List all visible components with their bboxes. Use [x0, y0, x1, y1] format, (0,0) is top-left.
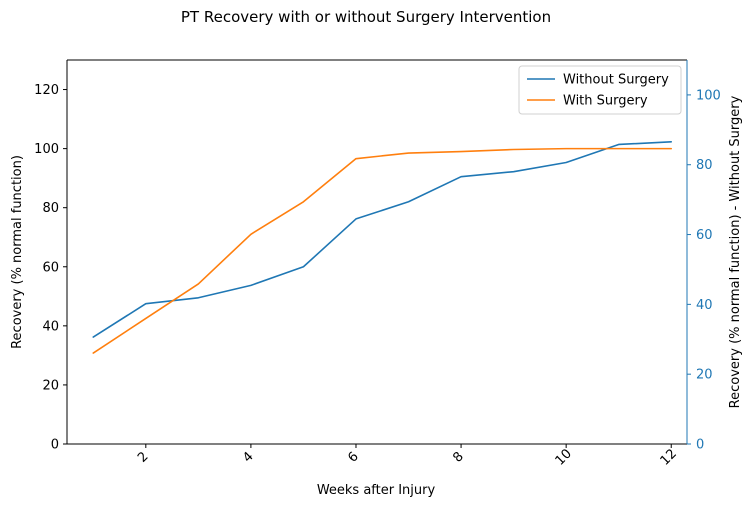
legend: Without Surgery With Surgery	[518, 65, 682, 115]
y-tick-label: 80	[42, 201, 59, 216]
x-tick-label: 10	[553, 446, 575, 468]
y2-tick-label: 80	[696, 158, 713, 173]
x-tick-label: 12	[658, 446, 680, 468]
y-axis-ticks: 0 20 40 60 80 100 120	[34, 83, 67, 453]
y2-tick-label: 100	[696, 88, 721, 103]
x-tick-label: 2	[135, 449, 151, 465]
plot-background	[67, 60, 687, 444]
legend-label: With Surgery	[563, 94, 648, 109]
y-tick-label: 40	[42, 319, 59, 334]
series-line-1	[92, 147, 673, 354]
series-line-0	[92, 141, 673, 338]
x-tick-label: 4	[240, 449, 256, 465]
y-tick-label: 0	[51, 438, 59, 453]
y-tick-label: 20	[42, 378, 59, 393]
y2-axis-ticks: 0 20 40 60 80 100	[687, 88, 721, 453]
y2-axis-label: Recovery (% normal function) - Without S…	[728, 95, 743, 408]
x-tick-label: 8	[450, 449, 466, 465]
y2-tick-label: 0	[696, 438, 704, 453]
x-tick-label: 6	[345, 449, 361, 465]
y2-tick-label: 40	[696, 298, 713, 313]
legend-box	[518, 65, 682, 115]
y-tick-label: 120	[34, 83, 59, 98]
y-tick-label: 100	[34, 142, 59, 157]
x-axis-ticks: 2 4 6 8 10 12	[135, 444, 680, 469]
y2-tick-label: 60	[696, 228, 713, 243]
y-tick-label: 60	[42, 260, 59, 275]
y2-tick-label: 20	[696, 368, 713, 383]
series-lines	[92, 141, 673, 354]
chart-title: PT Recovery with or without Surgery Inte…	[181, 8, 551, 26]
plot-area	[66, 59, 688, 445]
x-axis-label: Weeks after Injury	[317, 483, 436, 498]
legend-label: Without Surgery	[563, 73, 669, 88]
y-axis-label: Recovery (% normal function)	[10, 155, 25, 349]
